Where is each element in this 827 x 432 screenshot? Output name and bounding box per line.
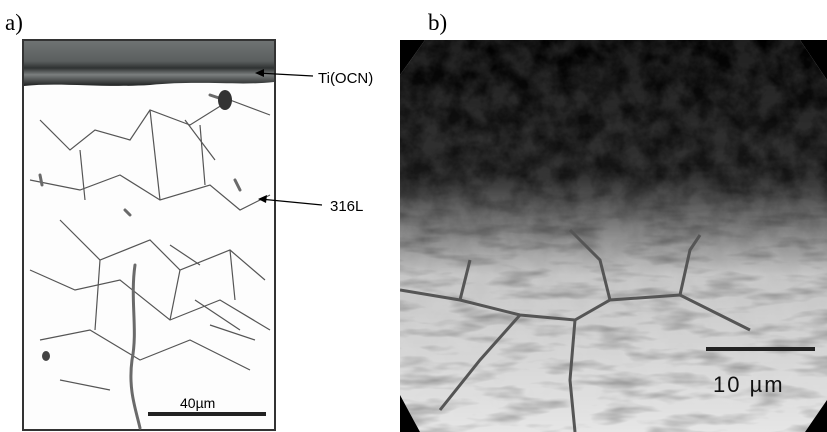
scale-bar-label: 40µm — [180, 395, 215, 411]
coating — [24, 41, 274, 86]
panel-label: a) — [5, 10, 23, 35]
annotation: Ti(OCN) — [318, 70, 373, 87]
inclusion — [218, 90, 232, 110]
panel-label: b) — [428, 10, 447, 35]
micrograph-a — [23, 40, 275, 430]
annotation: 316L — [330, 198, 363, 215]
frame — [23, 40, 275, 430]
figure: a) b) Ti(OCN) 316L 40µm — [0, 0, 827, 432]
scale-bar-label: 10 µm — [713, 372, 785, 397]
inclusion — [42, 351, 50, 361]
